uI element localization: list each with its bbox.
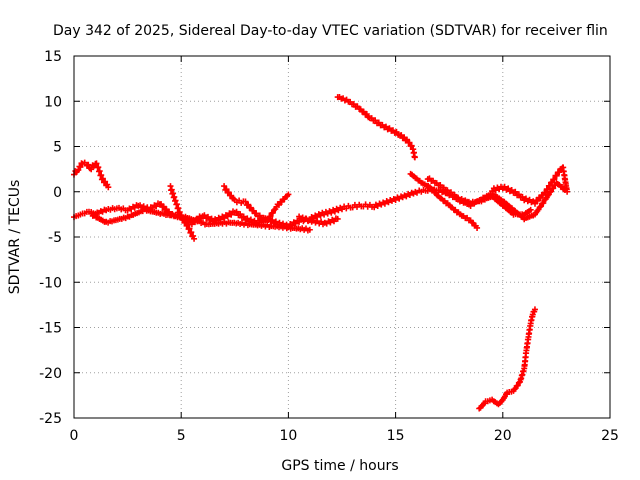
x-tick-label: 15 — [387, 428, 405, 444]
series-markers — [489, 164, 571, 207]
series-markers — [88, 206, 313, 234]
y-tick-label: 10 — [44, 94, 62, 110]
series-track-main-d — [167, 183, 198, 242]
x-tick-label: 10 — [279, 428, 297, 444]
series-track-main-h — [489, 164, 571, 207]
x-tick-label: 25 — [601, 428, 619, 444]
series-markers — [71, 159, 112, 191]
series-markers — [296, 213, 341, 228]
x-axis-label: GPS time / hours — [281, 458, 398, 474]
series-track-main-e — [296, 213, 341, 228]
series-track-main-b — [88, 206, 313, 234]
x-axis-ticks: 0 5 10 15 20 25 — [70, 56, 619, 444]
series-track-lower-right — [476, 306, 538, 412]
series-markers — [334, 94, 418, 161]
series-markers — [407, 170, 481, 231]
x-tick-label: 0 — [70, 428, 79, 444]
series-markers — [476, 306, 538, 412]
y-tick-label: 5 — [53, 140, 62, 156]
y-tick-label: -25 — [39, 411, 62, 427]
grid-lines — [74, 56, 610, 418]
series-markers — [167, 183, 198, 242]
series-track-main-c — [221, 183, 292, 224]
y-tick-label: 0 — [53, 185, 62, 201]
y-tick-label: -5 — [48, 230, 62, 246]
series-track-main-f — [407, 170, 481, 231]
data-series — [71, 94, 571, 412]
series-track-upper-left — [71, 159, 112, 191]
series-markers — [221, 183, 292, 224]
series-track-upper-mid — [334, 94, 418, 161]
y-tick-label: -15 — [39, 321, 62, 337]
y-tick-label: 15 — [44, 49, 62, 65]
series-track-main-g — [424, 175, 534, 218]
x-tick-label: 5 — [177, 428, 186, 444]
y-axis-label: SDTVAR / TECUs — [7, 180, 23, 295]
y-axis-ticks: -25 -20 -15 -10 -5 0 5 10 15 — [39, 49, 610, 427]
y-tick-label: -10 — [39, 275, 62, 291]
x-tick-label: 20 — [494, 428, 512, 444]
chart-title: Day 342 of 2025, Sidereal Day-to-day VTE… — [53, 23, 608, 39]
y-tick-label: -20 — [39, 366, 62, 382]
series-markers — [424, 175, 534, 218]
